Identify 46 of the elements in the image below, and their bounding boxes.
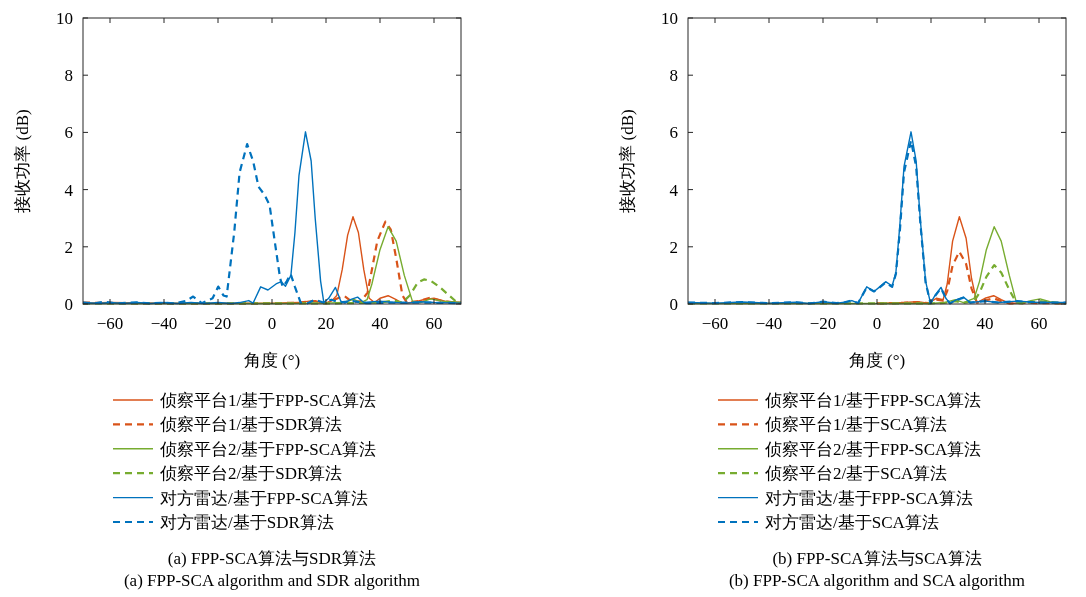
legend-label: 侦察平台2/基于SDR算法	[159, 464, 343, 484]
x-tick-label: −60	[701, 314, 729, 333]
x-tick-label: −60	[96, 314, 124, 333]
legend-label: 侦察平台1/基于SCA算法	[764, 415, 948, 435]
y-tick-label: 10	[661, 9, 678, 28]
x-axis-title: 角度 (°)	[243, 351, 301, 370]
x-tick-label: 40	[371, 314, 389, 333]
legend-label: 对方雷达/基于SDR算法	[160, 513, 334, 532]
x-tick-label: 60	[1030, 314, 1048, 333]
legend-label: 侦察平台2/基于FPP-SCA算法	[764, 439, 982, 459]
x-tick-label: 0	[872, 314, 882, 333]
text: (a) FPP-SCA algorithm and SDR algorithm	[123, 571, 421, 590]
y-tick-label: 6	[64, 123, 73, 143]
text: (b) FPP-SCA algorithm and SCA algorithm	[728, 571, 1026, 590]
y-tick-label: 2	[64, 237, 73, 257]
legend-label: 对方雷达/基于SCA算法	[765, 513, 939, 532]
x-axis-title: 角度 (°)	[848, 351, 906, 370]
legend-label: 侦察平台2/基于SCA算法	[764, 464, 948, 484]
legend-label: 侦察平台1/基于FPP-SCA算法	[764, 391, 982, 410]
y-tick-label: 4	[64, 180, 74, 200]
x-tick-label: 60	[425, 314, 443, 333]
x-tick-label: −40	[150, 314, 178, 333]
x-tick-label: 40	[976, 314, 994, 333]
x-tick-label: −20	[809, 314, 837, 333]
y-axis-title: 接收功率 (dB)	[13, 109, 32, 213]
text: (b) FPP-SCA算法与SCA算法	[772, 549, 982, 568]
x-tick-label: 20	[922, 314, 940, 333]
y-tick-label: 8	[64, 66, 73, 86]
legend-label: 侦察平台2/基于FPP-SCA算法	[159, 439, 377, 459]
y-tick-label: 10	[56, 9, 73, 28]
x-tick-label: 0	[267, 314, 277, 333]
y-axis-title: 接收功率 (dB)	[618, 109, 637, 213]
y-tick-label: 8	[669, 66, 678, 86]
legend-label: 侦察平台1/基于FPP-SCA算法	[159, 391, 377, 410]
x-tick-label: 20	[317, 314, 335, 333]
x-tick-label: −20	[204, 314, 232, 333]
legend-label: 对方雷达/基于FPP-SCA算法	[765, 488, 973, 508]
legend-label: 侦察平台1/基于SDR算法	[159, 415, 343, 435]
y-tick-label: 4	[669, 180, 679, 200]
text: (a) FPP-SCA算法与SDR算法	[167, 549, 377, 568]
y-tick-label: 0	[669, 295, 678, 314]
legend-label: 对方雷达/基于FPP-SCA算法	[160, 488, 368, 508]
y-tick-label: 2	[669, 237, 678, 257]
y-tick-label: 6	[669, 123, 678, 143]
x-tick-label: −40	[755, 314, 783, 333]
y-tick-label: 0	[64, 295, 73, 314]
